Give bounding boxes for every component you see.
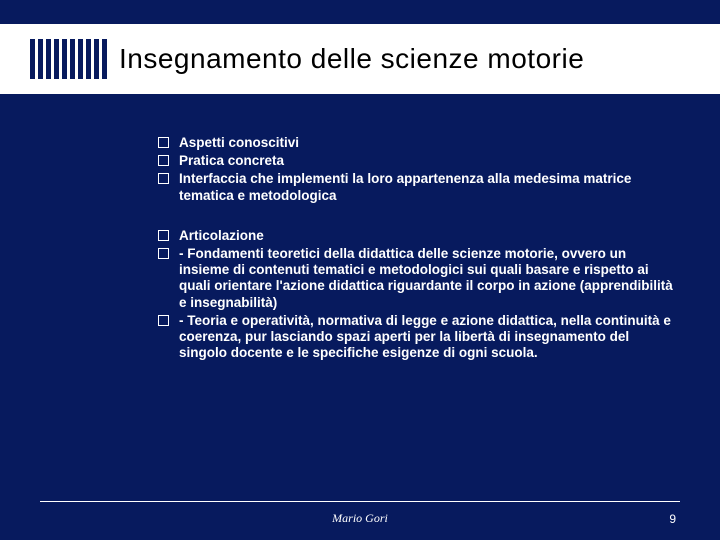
bullet-item: - Fondamenti teoretici della didattica d… [158,246,678,311]
slide-title: Insegnamento delle scienze motorie [119,43,584,75]
bullet-item: Pratica concreta [158,153,678,169]
bullet-text: Articolazione [179,228,678,244]
title-decor-bars [30,39,107,79]
bullet-text: - Teoria e operatività, normativa di leg… [179,313,678,362]
bullet-item: Aspetti conoscitivi [158,135,678,151]
bullet-text: Pratica concreta [179,153,678,169]
bullet-text: Interfaccia che implementi la loro appar… [179,171,678,203]
bullet-text: Aspetti conoscitivi [179,135,678,151]
checkbox-bullet-icon [158,230,169,241]
bullet-item: Articolazione [158,228,678,244]
checkbox-bullet-icon [158,155,169,166]
slide-body: Aspetti conoscitivi Pratica concreta Inter… [158,135,678,363]
checkbox-bullet-icon [158,248,169,259]
title-bar: Insegnamento delle scienze motorie [0,24,720,94]
footer-page-number: 9 [669,512,676,526]
checkbox-bullet-icon [158,137,169,148]
footer-author: Mario Gori [0,511,720,526]
bullet-item: Interfaccia che implementi la loro appar… [158,171,678,203]
checkbox-bullet-icon [158,173,169,184]
bullet-text: - Fondamenti teoretici della didattica d… [179,246,678,311]
bullet-item: - Teoria e operatività, normativa di leg… [158,313,678,362]
footer-divider [40,501,680,502]
checkbox-bullet-icon [158,315,169,326]
